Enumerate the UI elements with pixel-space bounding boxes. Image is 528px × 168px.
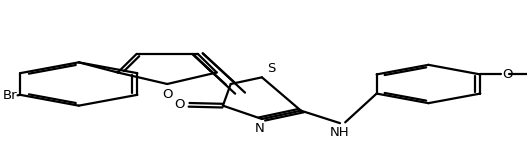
Text: Br: Br: [3, 89, 17, 102]
Text: O: O: [174, 98, 185, 111]
Text: S: S: [267, 62, 276, 75]
Text: NH: NH: [330, 127, 350, 139]
Text: N: N: [254, 122, 264, 135]
Text: O: O: [162, 88, 173, 101]
Text: O: O: [502, 68, 513, 81]
